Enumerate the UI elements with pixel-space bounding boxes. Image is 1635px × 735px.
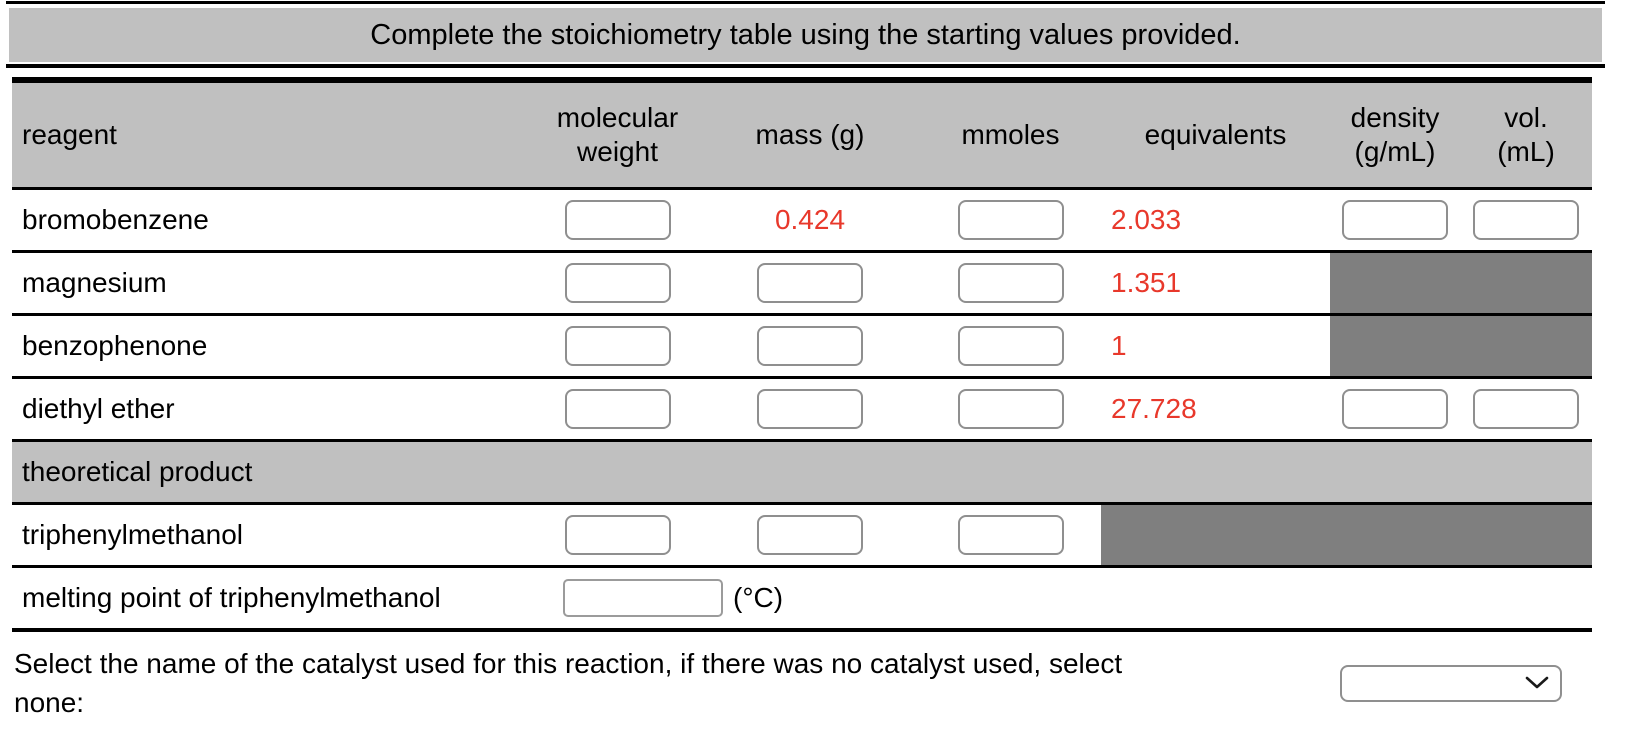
title-bar: Complete the stoichiometry table using t… (6, 1, 1605, 68)
table-row-diethyl-ether: diethyl ether 27.728 (12, 377, 1592, 442)
header-mass: mass (g) (700, 80, 920, 190)
table-row-magnesium: magnesium 1.351 (12, 251, 1592, 316)
diethyl-ether-mmoles-input[interactable] (957, 389, 1064, 429)
bromobenzene-molecular-weight-input[interactable] (564, 200, 671, 240)
reagent-name-bromobenzene: bromobenzene (12, 188, 535, 253)
magnesium-density-vol-blocked-cell (1330, 251, 1592, 316)
melting-point-cell: (°C) (535, 566, 1592, 632)
benzophenone-molecular-weight-input[interactable] (564, 326, 671, 366)
diethyl-ether-molecular-weight-input[interactable] (564, 389, 671, 429)
triphenylmethanol-mass-input[interactable] (757, 515, 863, 555)
bromobenzene-mmoles-input[interactable] (957, 200, 1064, 240)
bromobenzene-equivalents-value: 2.033 (1101, 188, 1330, 253)
header-mmoles: mmoles (920, 80, 1101, 190)
bromobenzene-vol-input[interactable] (1473, 200, 1579, 240)
melting-point-row: melting point of triphenylmethanol (°C) (12, 566, 1592, 632)
table-row-triphenylmethanol: triphenylmethanol (12, 503, 1592, 568)
header-equivalents: equivalents (1101, 80, 1330, 190)
header-reagent: reagent (12, 80, 535, 190)
magnesium-molecular-weight-input[interactable] (564, 263, 671, 303)
diethyl-ether-mass-input[interactable] (757, 389, 863, 429)
magnesium-equivalents-value: 1.351 (1101, 251, 1330, 316)
table-row-bromobenzene: bromobenzene 0.424 2.033 (12, 188, 1592, 253)
magnesium-mass-input[interactable] (757, 263, 863, 303)
triphenylmethanol-molecular-weight-input[interactable] (564, 515, 671, 555)
benzophenone-density-vol-blocked-cell (1330, 314, 1592, 379)
header-vol: vol. (mL) (1460, 80, 1592, 190)
header-molecular-weight: molecular weight (535, 80, 700, 190)
reagent-name-benzophenone: benzophenone (12, 314, 535, 379)
benzophenone-mass-input[interactable] (757, 326, 863, 366)
reagent-name-diethyl-ether: diethyl ether (12, 377, 535, 442)
section-row-theoretical-product: theoretical product (12, 440, 1592, 505)
theoretical-product-section-label: theoretical product (12, 440, 1592, 505)
melting-point-input[interactable] (563, 579, 723, 617)
melting-point-label: melting point of triphenylmethanol (12, 566, 535, 632)
diethyl-ether-equivalents-value: 27.728 (1101, 377, 1330, 442)
bromobenzene-density-input[interactable] (1342, 200, 1448, 240)
magnesium-mmoles-input[interactable] (957, 263, 1064, 303)
stoichiometry-table: reagent molecular weight mass (g) mmoles… (12, 77, 1592, 632)
diethyl-ether-density-input[interactable] (1342, 389, 1448, 429)
header-density: density (g/mL) (1330, 80, 1460, 190)
catalyst-question: Select the name of the catalyst used for… (14, 648, 1123, 718)
header-row: reagent molecular weight mass (g) mmoles… (12, 80, 1592, 190)
celsius-unit-label: (°C) (733, 582, 784, 613)
product-name-triphenylmethanol: triphenylmethanol (12, 503, 535, 568)
reagent-name-magnesium: magnesium (12, 251, 535, 316)
table-row-benzophenone: benzophenone 1 (12, 314, 1592, 379)
bromobenzene-mass-value: 0.424 (700, 188, 920, 253)
benzophenone-equivalents-value: 1 (1101, 314, 1330, 379)
catalyst-section: Select the name of the catalyst used for… (14, 644, 1588, 722)
page-title: Complete the stoichiometry table using t… (9, 8, 1602, 62)
triphenylmethanol-mmoles-input[interactable] (957, 515, 1064, 555)
catalyst-select[interactable] (1340, 664, 1562, 702)
triphenylmethanol-equivalents-density-vol-blocked-cell (1101, 503, 1592, 568)
catalyst-select-wrap (1340, 664, 1562, 702)
benzophenone-mmoles-input[interactable] (957, 326, 1064, 366)
diethyl-ether-vol-input[interactable] (1473, 389, 1579, 429)
